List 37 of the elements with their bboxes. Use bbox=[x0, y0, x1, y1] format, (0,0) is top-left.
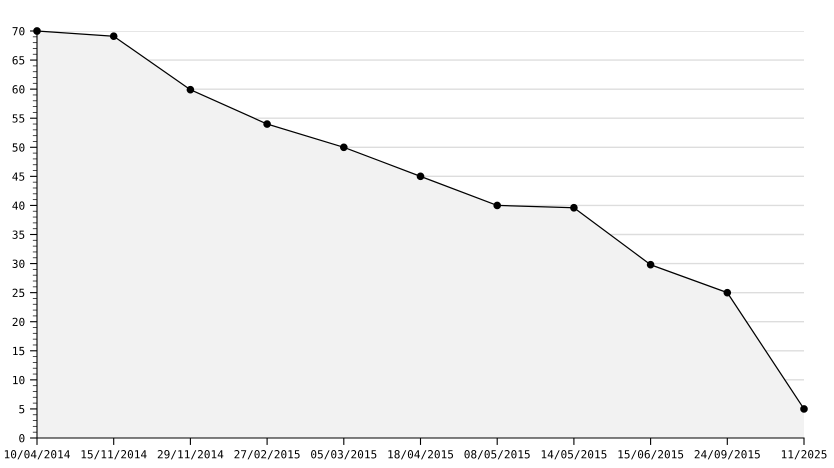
x-tick-label: 08/05/2015 bbox=[464, 450, 530, 460]
y-tick-label: 60 bbox=[12, 85, 24, 94]
point bbox=[186, 86, 194, 94]
point bbox=[33, 27, 41, 35]
y-tick-label: 45 bbox=[12, 172, 24, 181]
y-tick-label: 0 bbox=[19, 434, 24, 442]
y-tick-label: 30 bbox=[12, 260, 24, 268]
y-tick-label: 70 bbox=[12, 27, 24, 36]
x-tick-label: 24/09/2015 bbox=[694, 450, 760, 460]
point bbox=[110, 32, 118, 40]
point bbox=[263, 120, 271, 128]
x-tick-label: 11/2025 bbox=[782, 450, 827, 460]
point bbox=[723, 288, 732, 296]
x-tick-label: 29/11/2014 bbox=[158, 450, 224, 460]
x-tick-label: 27/02/2015 bbox=[234, 450, 300, 460]
point bbox=[800, 405, 808, 413]
point bbox=[570, 204, 578, 212]
y-tick-label: 25 bbox=[12, 288, 24, 298]
x-tick-label: 15/11/2014 bbox=[82, 450, 147, 460]
y-tick-label: 20 bbox=[12, 318, 24, 326]
y-tick-label: 40 bbox=[12, 201, 24, 210]
x-tick-label: 18/04/2015 bbox=[388, 450, 454, 460]
y-tick-label: 50 bbox=[12, 143, 24, 152]
y-tick-label: 15 bbox=[13, 346, 24, 356]
x-tick-label: 15/06/2015 bbox=[618, 450, 684, 460]
point bbox=[340, 143, 348, 152]
point bbox=[646, 260, 654, 269]
y-tick-label: 5 bbox=[19, 405, 24, 414]
y-tick-label: 55 bbox=[12, 114, 24, 123]
y-tick-label: 35 bbox=[12, 230, 24, 239]
point bbox=[416, 172, 424, 180]
x-tick-label: 10/04/2014 bbox=[4, 450, 70, 460]
y-tick-label: 65 bbox=[12, 56, 24, 64]
x-tick-label: 14/05/2015 bbox=[542, 450, 606, 460]
x-tick-label: 05/03/2015 bbox=[311, 450, 376, 460]
point bbox=[493, 202, 502, 210]
y-tick-label: 10 bbox=[13, 376, 24, 384]
